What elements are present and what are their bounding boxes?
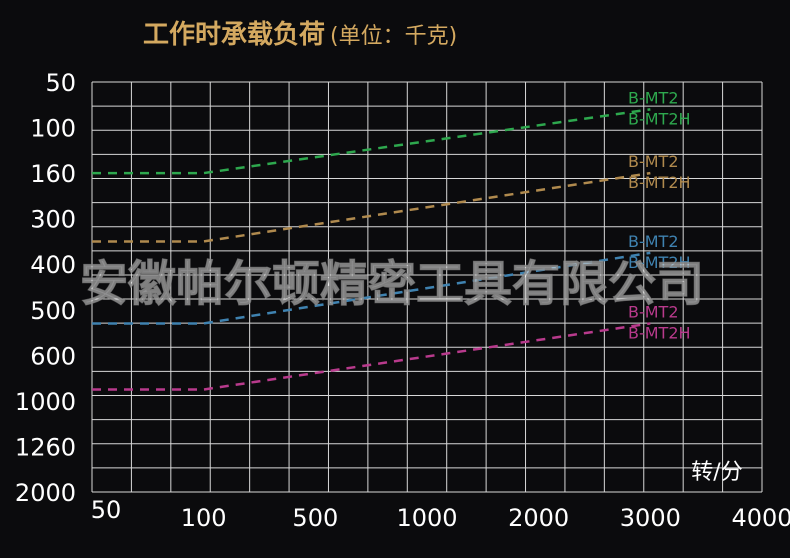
- y-tick-label: 2000: [15, 479, 76, 507]
- x-tick-label: 500: [292, 504, 338, 532]
- chart-title: 工作时承载负荷: [143, 20, 325, 50]
- x-tick-label: 100: [181, 504, 227, 532]
- x-unit-label: 转/分: [691, 460, 742, 485]
- series-label: B-MT2: [628, 88, 679, 107]
- series-line: [92, 251, 651, 325]
- series-label: B-MT2H: [628, 253, 691, 272]
- series-label: B-MT2H: [628, 173, 691, 192]
- y-tick-label: 600: [30, 342, 76, 370]
- series-line: [92, 171, 651, 243]
- y-tick-label: 160: [30, 160, 76, 188]
- y-tick-label: 50: [45, 69, 76, 97]
- grid: [91, 81, 763, 493]
- series-label: B-MT2: [628, 302, 679, 321]
- x-tick-label: 3000: [620, 504, 681, 532]
- series-line: [92, 322, 651, 391]
- series-label: B-MT2H: [628, 323, 691, 342]
- x-tick-label: 50: [91, 496, 122, 524]
- series-label: B-MT2: [628, 152, 679, 171]
- y-tick-label: 1260: [15, 433, 76, 461]
- series-label: B-MT2H: [628, 109, 691, 128]
- y-tick-label: 400: [30, 251, 76, 279]
- x-tick-label: 2000: [508, 504, 569, 532]
- chart-title-unit: (单位：千克): [330, 24, 457, 49]
- y-tick-label: 500: [30, 297, 76, 325]
- y-tick-label: 100: [30, 115, 76, 143]
- x-tick-labels: 50 100 500 1000 2000 3000 4000: [91, 496, 790, 532]
- y-tick-labels: 50 100 160 300 400 500 600 1000 1260 2000: [15, 69, 76, 507]
- series-label: B-MT2: [628, 232, 679, 251]
- x-tick-label: 1000: [396, 504, 457, 532]
- series-line: [92, 108, 651, 175]
- watermark: 安徽帕尔顿精密工具有限公司: [80, 256, 704, 312]
- x-tick-label: 4000: [731, 504, 790, 532]
- series-layer: B-MT2 B-MT2H B-MT2 B-MT2H B-MT2 B-MT2H B-MT2 B-…: [92, 88, 691, 391]
- y-tick-label: 1000: [15, 388, 76, 416]
- y-tick-label: 300: [30, 206, 76, 234]
